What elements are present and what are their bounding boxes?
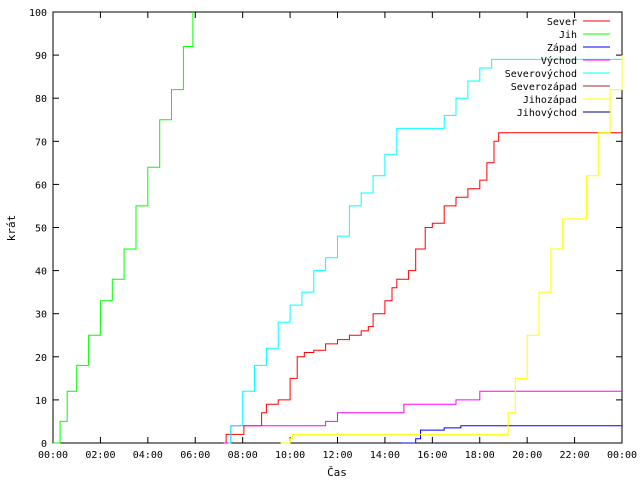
x-tick-label: 14:00 xyxy=(370,450,400,461)
x-tick-label: 20:00 xyxy=(512,450,542,461)
y-tick-label: 0 xyxy=(41,439,47,450)
y-tick-label: 50 xyxy=(35,224,47,235)
legend-label: Západ xyxy=(547,42,577,54)
y-tick-label: 20 xyxy=(35,353,47,364)
legend-label: Jihozápad xyxy=(523,94,577,106)
x-tick-label: 02:00 xyxy=(85,450,115,461)
series-line-0 xyxy=(224,132,622,444)
series-line-6 xyxy=(280,55,623,444)
y-tick-label: 10 xyxy=(35,396,47,407)
legend-label: Jihovýchod xyxy=(517,107,577,119)
series-lines xyxy=(53,12,623,444)
x-tick-label: 10:00 xyxy=(275,450,305,461)
x-tick-label: 12:00 xyxy=(322,450,352,461)
series-line-3 xyxy=(223,390,622,444)
y-tick-label: 70 xyxy=(35,137,47,148)
legend-label: Sever xyxy=(547,17,577,28)
x-tick-label: 16:00 xyxy=(417,450,447,461)
series-line-2 xyxy=(401,425,622,444)
y-tick-label: 100 xyxy=(29,8,47,19)
x-tick-label: 00:00 xyxy=(38,450,68,461)
x-tick-label: 18:00 xyxy=(465,450,495,461)
y-tick-label: 80 xyxy=(35,94,47,105)
series-line-4 xyxy=(228,58,622,444)
x-tick-label: 06:00 xyxy=(180,450,210,461)
y-tick-label: 90 xyxy=(35,51,47,62)
x-tick-label: 00:00 xyxy=(607,450,637,461)
x-tick-label: 22:00 xyxy=(560,450,590,461)
legend: Sever JihZápadVýchodSeverovýchodSeverozáp… xyxy=(505,17,610,119)
y-axis-title: krát xyxy=(5,215,18,242)
x-axis-title: Čas xyxy=(327,466,347,479)
axis-ticks: 00:00 02:00 04:00 06:00 08:00 10:00 12:00 14:00… xyxy=(29,8,637,461)
x-tick-label: 04:00 xyxy=(133,450,163,461)
y-tick-label: 60 xyxy=(35,180,47,191)
legend-label: Jih xyxy=(559,30,577,41)
x-tick-label: 08:00 xyxy=(228,450,258,461)
y-tick-label: 30 xyxy=(35,310,47,321)
legend-label: Severovýchod xyxy=(505,68,577,80)
legend-label: Východ xyxy=(541,55,577,67)
series-line-1 xyxy=(53,12,194,444)
legend-label: Severozápad xyxy=(511,81,577,93)
y-tick-label: 40 xyxy=(35,267,47,278)
